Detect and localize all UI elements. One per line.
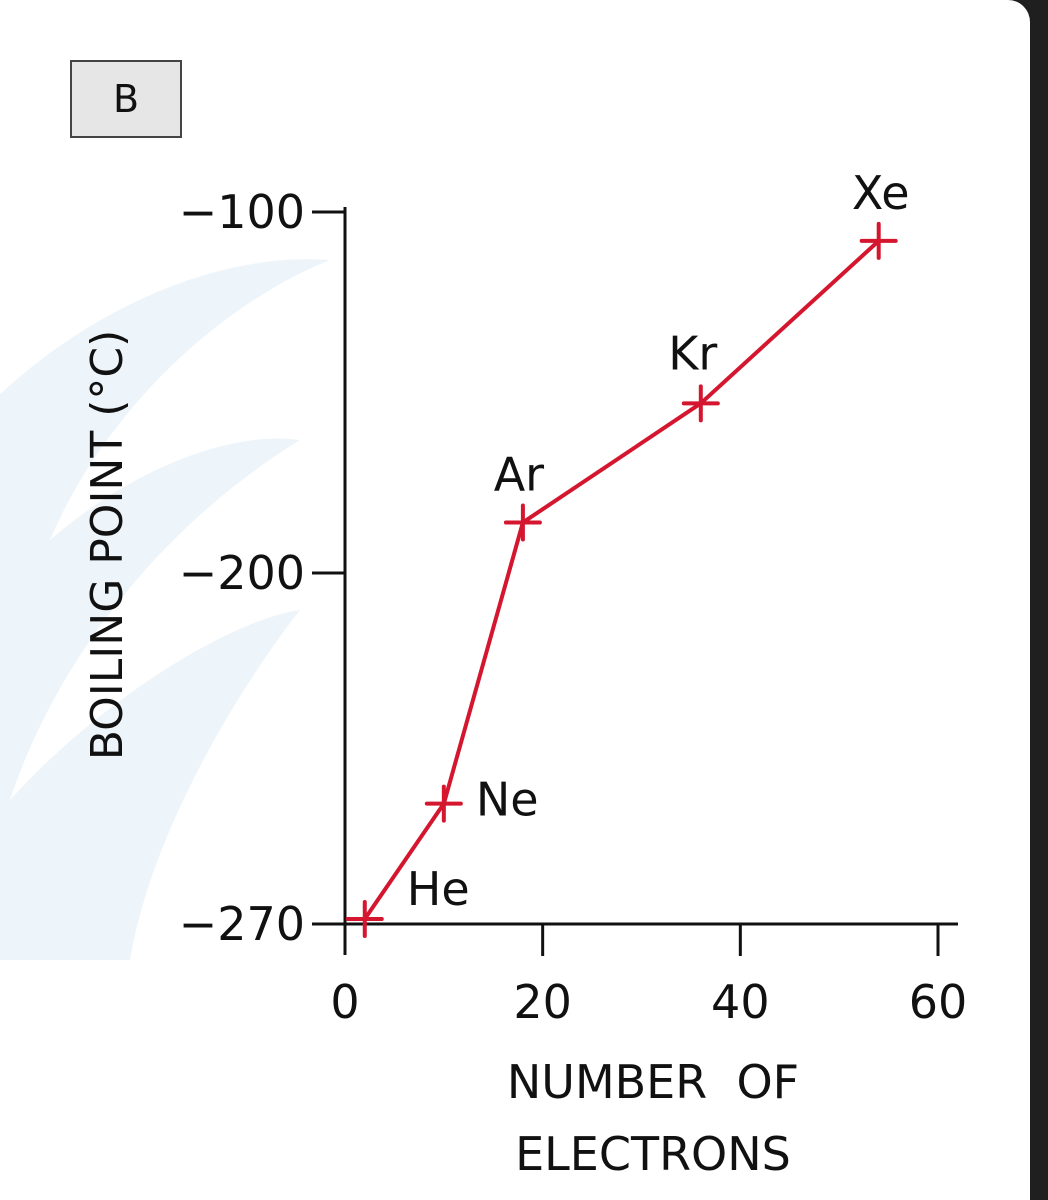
y-axis-label: BOILING POINT (°C)	[82, 330, 133, 760]
panel-label-box: B	[70, 60, 182, 138]
data-point-marker	[424, 784, 463, 823]
x-ticks: 0 20 40 60	[330, 924, 967, 1029]
x-axis-label-line-2: ELECTRONS	[515, 1127, 791, 1181]
panel-label: B	[112, 77, 140, 121]
markers-group	[345, 221, 898, 938]
point-label: Kr	[668, 326, 717, 380]
x-tick-label: 40	[711, 975, 770, 1029]
x-tick-label: 60	[909, 975, 968, 1029]
point-label: Ar	[494, 447, 544, 501]
y-tick-label: −270	[179, 897, 305, 951]
axes	[318, 207, 958, 955]
y-tick-label: −200	[179, 546, 305, 600]
x-axis-label-line-1: NUMBER OF	[507, 1055, 799, 1109]
data-point-marker	[503, 503, 542, 542]
point-label: Ne	[476, 773, 539, 827]
data-point-marker	[345, 899, 384, 938]
data-point-marker	[681, 384, 720, 423]
y-tick-label: −100	[179, 185, 305, 239]
point-label: Xe	[852, 166, 910, 220]
point-label: He	[407, 862, 470, 916]
y-ticks: −100 −200 −270	[179, 185, 345, 951]
data-point-marker	[859, 221, 898, 260]
x-tick-label: 20	[513, 975, 572, 1029]
watermark-swoosh	[0, 259, 330, 960]
x-tick-label: 0	[330, 975, 359, 1029]
